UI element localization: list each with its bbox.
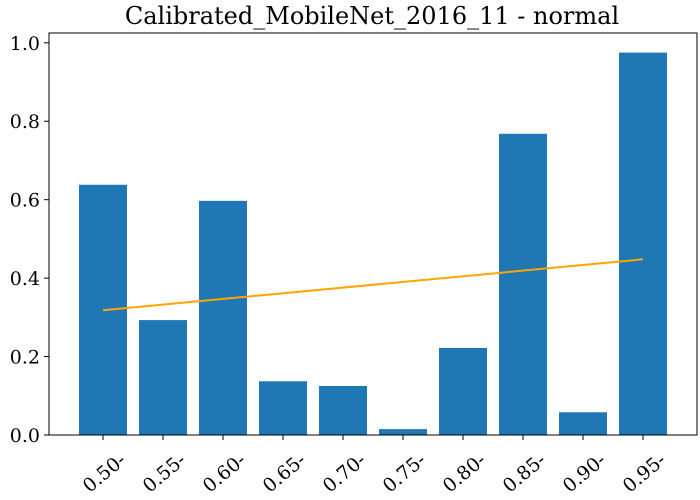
- trend-line-group: [102, 258, 644, 312]
- x-tick-label: 0.65-: [259, 449, 310, 497]
- x-tick-label: 0.70-: [319, 449, 370, 497]
- x-tick-label: 0.95-: [619, 449, 670, 497]
- bar-080: [439, 347, 487, 435]
- plot-frame: [48, 32, 698, 436]
- y-tick-label: 0.2: [10, 347, 40, 369]
- bar-095: [619, 52, 667, 436]
- x-tick-label: 0.90-: [559, 449, 610, 497]
- bar-075: [379, 429, 427, 435]
- y-tick-label: 1.0: [10, 33, 40, 55]
- y-tick-label: 0.0: [10, 425, 40, 447]
- x-tick-label: 0.55-: [139, 449, 190, 497]
- bar-070: [319, 385, 367, 435]
- bar-060: [199, 200, 247, 435]
- x-tick-label: 0.60-: [199, 449, 250, 497]
- bars: [79, 52, 667, 436]
- x-tick-label: 0.75-: [379, 449, 430, 497]
- trend-line: [102, 258, 644, 312]
- bar-090: [559, 412, 607, 435]
- chart-title: Calibrated_MobileNet_2016_11 - normal: [125, 2, 619, 30]
- y-tick-label: 0.6: [10, 190, 40, 212]
- x-tick-label: 0.50-: [79, 449, 130, 497]
- bar-055: [139, 320, 187, 435]
- y-tick-label: 0.8: [10, 111, 40, 133]
- y-tick-label: 0.4: [10, 268, 40, 290]
- bar-065: [259, 381, 307, 435]
- x-tick-label: 0.85-: [499, 449, 550, 497]
- x-tick-label: 0.80-: [439, 449, 490, 497]
- bar-085: [499, 133, 547, 436]
